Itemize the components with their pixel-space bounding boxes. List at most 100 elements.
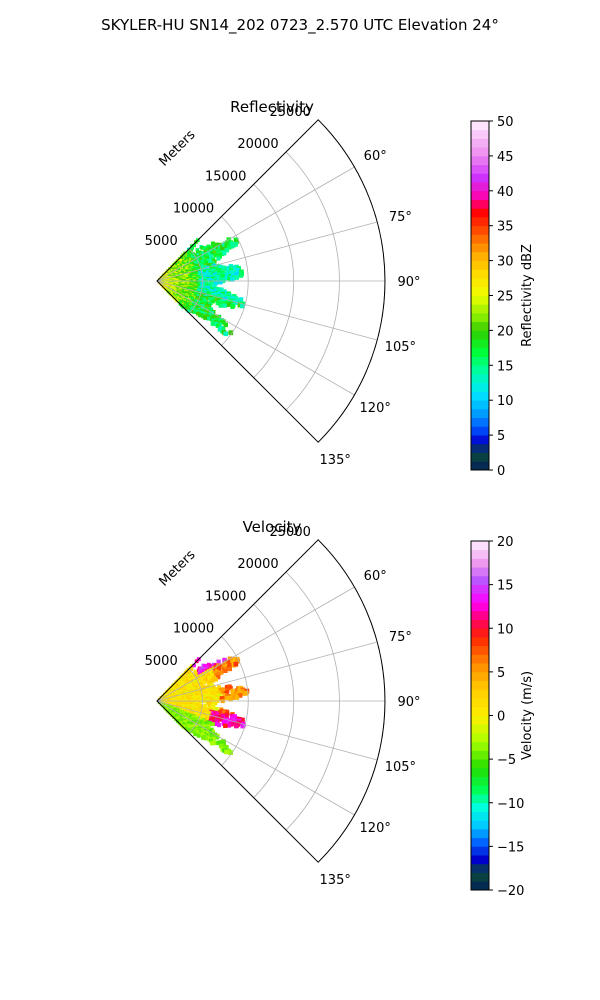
colorbar-segment	[471, 602, 489, 612]
data-gate	[212, 740, 217, 746]
range-tick-label: 5000	[145, 234, 178, 249]
data-gate	[218, 280, 223, 285]
data-gate	[216, 263, 221, 268]
colorbar-segment	[471, 356, 489, 366]
colorbar-segment	[471, 374, 489, 384]
data-gate	[206, 278, 210, 282]
data-gate	[195, 730, 200, 734]
data-gate	[228, 330, 234, 336]
data-gate	[208, 738, 213, 743]
angle-gridline	[156, 221, 378, 282]
data-gate	[215, 267, 220, 271]
data-gate	[224, 272, 229, 277]
data-gate	[217, 723, 222, 728]
colorbar-tick-label: 20	[497, 324, 514, 339]
data-gate	[213, 321, 218, 327]
data-gate	[215, 735, 220, 740]
data-gate	[211, 736, 216, 741]
data-gate	[234, 695, 240, 700]
data-gate	[238, 273, 244, 278]
range-tick-label: 20000	[237, 557, 278, 572]
data-field	[157, 237, 246, 337]
colorbar-tick-label: 0	[497, 464, 505, 479]
colorbar-tick-label: 15	[497, 579, 514, 594]
colorbar-segment	[471, 541, 489, 551]
data-gate	[206, 260, 210, 265]
data-gate	[192, 663, 196, 668]
data-gate	[204, 304, 209, 309]
data-gate	[233, 661, 239, 667]
colorbar-tick-label: 0	[497, 710, 505, 725]
data-gate	[218, 743, 224, 749]
colorbar-segment	[471, 741, 489, 751]
data-gate	[228, 697, 233, 702]
colorbar-segment	[471, 689, 489, 699]
data-gate	[230, 659, 235, 665]
data-gate	[176, 300, 180, 303]
data-gate	[204, 678, 208, 683]
colorbar-segment	[471, 575, 489, 586]
colorbar-segment	[471, 724, 489, 734]
colorbar-tick-label: 10	[497, 394, 514, 409]
data-gate	[211, 314, 216, 319]
data-gate	[206, 680, 211, 685]
data-gate	[206, 662, 211, 667]
data-gate	[214, 281, 218, 286]
data-gate	[203, 265, 208, 269]
data-gate	[229, 722, 234, 727]
data-gate	[192, 243, 196, 248]
data-gate	[234, 271, 240, 277]
colorbar-segment	[471, 828, 489, 839]
colorbar-tick-label: −15	[497, 840, 524, 855]
data-gate	[228, 685, 233, 691]
colorbar-segment	[471, 243, 489, 253]
data-gate	[234, 723, 239, 729]
data-gate	[228, 750, 233, 755]
data-gate	[223, 719, 229, 724]
data-gate	[217, 740, 222, 745]
colorbar-segment	[471, 706, 489, 716]
data-gate	[182, 722, 186, 726]
colorbar: −20 −15 −10 −5 0 5 10 15 20 Velocity (m/s)	[470, 535, 535, 899]
angle-tick-label: 120°	[360, 821, 391, 836]
colorbar-segment	[471, 619, 489, 629]
data-gate	[216, 248, 221, 253]
data-gate	[207, 676, 211, 680]
data-gate	[224, 749, 229, 755]
colorbar-segment	[471, 698, 489, 708]
data-gate	[216, 671, 221, 676]
colorbar-segment	[471, 121, 489, 131]
colorbar-segment	[471, 269, 489, 279]
data-gate	[231, 265, 236, 270]
angle-tick-label: 105°	[385, 340, 416, 355]
colorbar-segment	[471, 234, 489, 244]
data-gate	[195, 701, 200, 705]
data-gate	[234, 688, 240, 693]
data-gate	[225, 269, 230, 274]
data-gate	[209, 255, 213, 260]
colorbar-segment	[471, 785, 489, 795]
range-tick-label: 20000	[237, 137, 278, 152]
data-gate	[216, 256, 221, 261]
data-gate	[234, 275, 239, 280]
angle-tick-label: 75°	[389, 630, 412, 645]
data-gate	[211, 287, 215, 292]
data-gate	[199, 733, 204, 738]
data-gate	[206, 701, 211, 705]
data-gate	[210, 705, 214, 709]
data-gate	[215, 301, 220, 306]
colorbar-tick-label: 25	[497, 290, 514, 305]
colorbar-segment	[471, 584, 489, 594]
colorbar-segment	[471, 225, 489, 235]
colorbar-segment	[471, 610, 489, 620]
data-gate	[207, 256, 211, 261]
data-gate	[208, 259, 212, 264]
data-gate	[200, 667, 205, 671]
colorbar-segment	[471, 435, 489, 445]
data-gate	[198, 716, 203, 720]
angle-tick-label: 75°	[389, 210, 412, 225]
angle-gridline	[156, 700, 355, 816]
colorbar-tick-label: 10	[497, 622, 514, 637]
data-gate	[233, 242, 238, 247]
